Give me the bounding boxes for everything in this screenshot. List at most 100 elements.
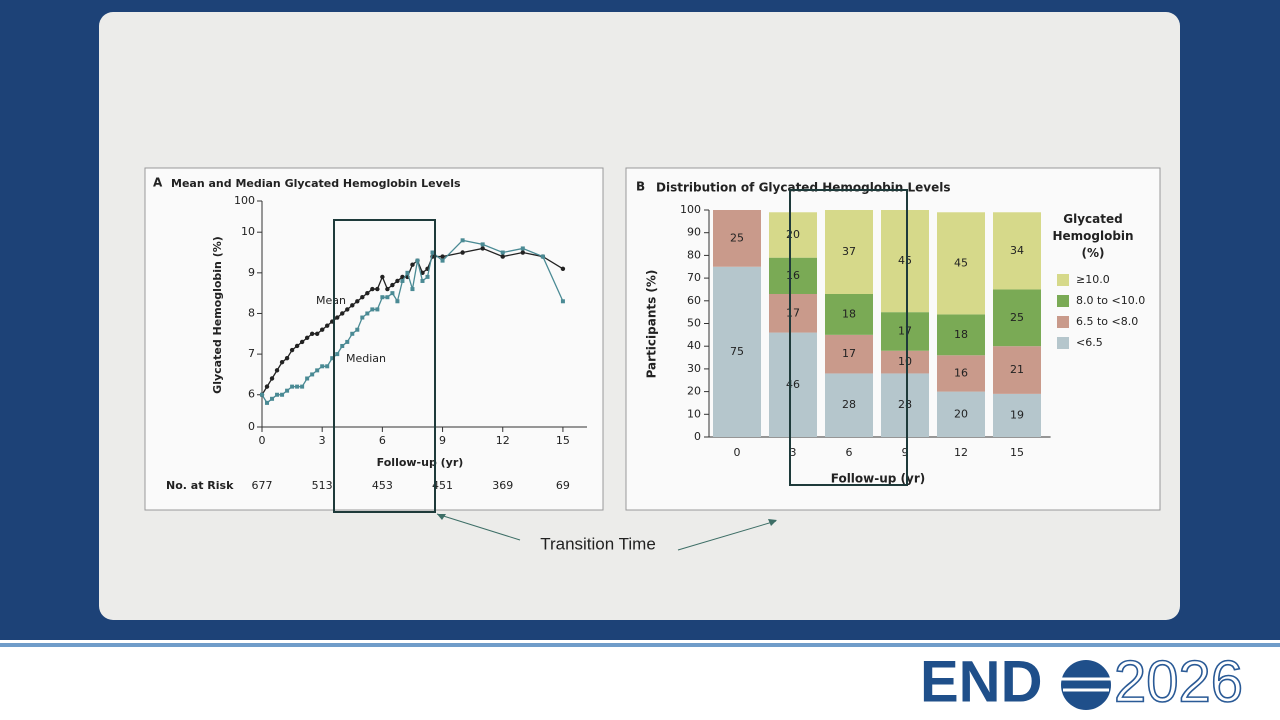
x-tick-label: 6 xyxy=(846,446,853,459)
arrowhead xyxy=(768,519,777,526)
bar-segment xyxy=(993,346,1041,394)
y-tick-label: 70 xyxy=(687,271,701,284)
point xyxy=(480,246,485,251)
x-tick-label: 15 xyxy=(556,434,570,447)
value-label: 16 xyxy=(954,366,968,379)
bar-segment xyxy=(825,334,873,374)
value-label: 21 xyxy=(1010,363,1024,376)
risk-value: 513 xyxy=(312,479,333,492)
y-tick-label: 40 xyxy=(687,339,701,352)
risk-value: 453 xyxy=(372,479,393,492)
point xyxy=(325,323,330,328)
point xyxy=(520,246,525,251)
arrowhead xyxy=(437,514,446,520)
x-tick-label: 0 xyxy=(734,446,741,459)
legend-swatch xyxy=(1057,337,1069,349)
x-axis-label: Follow-up (yr) xyxy=(831,472,926,486)
highlight-box xyxy=(333,219,436,513)
y-tick-label: 80 xyxy=(687,248,701,261)
panel-a xyxy=(144,167,604,511)
point xyxy=(375,286,380,292)
point xyxy=(280,392,285,397)
value-label: 45 xyxy=(898,254,912,267)
point xyxy=(410,287,415,292)
bar-segment xyxy=(825,373,873,437)
bar-segment xyxy=(937,212,985,315)
point xyxy=(440,258,445,263)
point xyxy=(360,315,365,320)
point xyxy=(350,331,355,336)
value-label: 17 xyxy=(898,324,912,337)
bar-segment xyxy=(937,314,985,356)
point xyxy=(304,335,310,341)
value-label: 17 xyxy=(842,347,856,360)
panel-label: A xyxy=(153,176,163,190)
point xyxy=(520,250,526,255)
point xyxy=(390,291,395,296)
point xyxy=(380,295,385,300)
point xyxy=(345,339,350,344)
y-tick-label: 8 xyxy=(248,306,255,319)
point xyxy=(460,238,465,243)
value-label: 37 xyxy=(842,245,856,258)
point xyxy=(319,327,325,332)
logo-year: 2026 xyxy=(1114,649,1243,714)
legend-swatch xyxy=(1057,274,1069,286)
point xyxy=(355,327,360,332)
value-label: 16 xyxy=(786,269,800,282)
bar-segment xyxy=(769,212,817,258)
point xyxy=(260,392,264,397)
bar-segment xyxy=(713,210,761,267)
bar-segment xyxy=(881,312,929,351)
y-tick-label: 30 xyxy=(687,362,701,375)
value-label: 18 xyxy=(954,328,968,341)
panel-label: B xyxy=(636,180,645,194)
legend-label: 6.5 to <8.0 xyxy=(1076,315,1138,328)
value-label: 19 xyxy=(1010,408,1024,421)
annotation: Transition Time xyxy=(540,534,656,553)
point xyxy=(320,364,325,369)
legend-label: ≥10.0 xyxy=(1076,273,1110,286)
point xyxy=(284,355,290,361)
value-label: 18 xyxy=(842,307,856,320)
y-tick-label: 0 xyxy=(694,430,701,443)
point xyxy=(279,360,285,365)
point xyxy=(269,376,275,381)
value-label: 10 xyxy=(898,355,912,368)
point xyxy=(340,311,345,316)
y-tick-label: 10 xyxy=(687,407,701,420)
risk-label: No. at Risk xyxy=(166,479,234,492)
logo-text: END xyxy=(920,649,1042,714)
bar-segment xyxy=(937,391,985,437)
point xyxy=(335,352,340,357)
value-label: 45 xyxy=(954,256,968,269)
point xyxy=(340,343,345,348)
legend-label: 8.0 to <10.0 xyxy=(1076,294,1145,307)
x-tick-label: 3 xyxy=(790,446,797,459)
risk-value: 677 xyxy=(252,479,273,492)
arrow xyxy=(436,513,521,541)
series-label: Mean xyxy=(316,294,346,307)
point xyxy=(370,286,375,292)
footer-rule xyxy=(0,643,1280,647)
point xyxy=(560,266,566,271)
point xyxy=(330,356,335,361)
value-label: 28 xyxy=(898,398,912,411)
point xyxy=(460,250,465,255)
bar-segment xyxy=(881,373,929,437)
bar-segment xyxy=(993,212,1041,290)
bar-segment xyxy=(713,266,761,437)
bar-segment xyxy=(937,355,985,392)
y-tick-label: 20 xyxy=(687,385,701,398)
x-tick-label: 12 xyxy=(496,434,510,447)
point xyxy=(309,331,315,336)
point xyxy=(410,262,415,267)
point xyxy=(500,254,505,259)
y-tick-label: 9 xyxy=(248,266,255,279)
x-tick-label: 3 xyxy=(319,434,326,447)
point xyxy=(350,303,355,308)
y-tick-label: 6 xyxy=(248,388,255,401)
point xyxy=(325,364,330,369)
